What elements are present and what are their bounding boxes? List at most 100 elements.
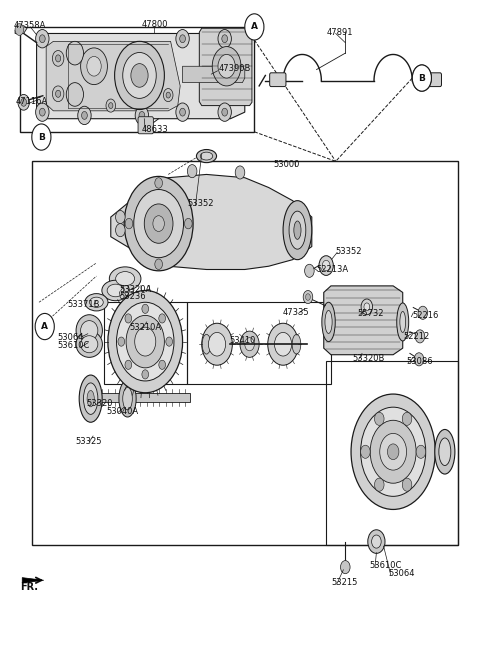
Circle shape bbox=[125, 218, 133, 229]
Polygon shape bbox=[182, 66, 245, 83]
Polygon shape bbox=[15, 26, 27, 34]
Circle shape bbox=[155, 177, 162, 188]
Ellipse shape bbox=[325, 311, 332, 333]
Text: FR.: FR. bbox=[20, 582, 38, 592]
Ellipse shape bbox=[322, 302, 335, 342]
Circle shape bbox=[402, 413, 412, 425]
Circle shape bbox=[35, 313, 54, 340]
Text: 53320B: 53320B bbox=[352, 353, 385, 363]
Text: 47116A: 47116A bbox=[16, 97, 48, 106]
Circle shape bbox=[370, 420, 416, 484]
Circle shape bbox=[418, 306, 428, 319]
Circle shape bbox=[323, 260, 330, 271]
Circle shape bbox=[126, 315, 164, 368]
Circle shape bbox=[134, 189, 183, 258]
Circle shape bbox=[416, 445, 426, 459]
Circle shape bbox=[166, 92, 170, 98]
Circle shape bbox=[52, 51, 64, 66]
Text: 53210A: 53210A bbox=[129, 323, 161, 332]
Text: 47390B: 47390B bbox=[218, 64, 251, 74]
Circle shape bbox=[36, 30, 49, 48]
Circle shape bbox=[159, 314, 166, 323]
Circle shape bbox=[180, 35, 185, 43]
Circle shape bbox=[340, 560, 350, 574]
Text: 47335: 47335 bbox=[283, 307, 310, 317]
Text: 53410: 53410 bbox=[229, 336, 256, 346]
Circle shape bbox=[66, 83, 84, 106]
Circle shape bbox=[139, 112, 145, 120]
Ellipse shape bbox=[283, 200, 312, 260]
Ellipse shape bbox=[400, 311, 406, 332]
Circle shape bbox=[412, 65, 432, 91]
Circle shape bbox=[380, 434, 407, 470]
Circle shape bbox=[268, 323, 299, 365]
Circle shape bbox=[116, 210, 125, 223]
Polygon shape bbox=[22, 578, 44, 583]
Text: 47358A: 47358A bbox=[14, 21, 47, 30]
Circle shape bbox=[118, 337, 125, 346]
Polygon shape bbox=[324, 286, 403, 355]
Circle shape bbox=[415, 330, 425, 343]
Text: 53000: 53000 bbox=[274, 160, 300, 169]
Circle shape bbox=[56, 90, 60, 97]
Bar bbox=[32, 162, 458, 545]
Ellipse shape bbox=[294, 221, 301, 239]
Text: 53352: 53352 bbox=[336, 246, 362, 256]
Ellipse shape bbox=[200, 152, 213, 160]
Circle shape bbox=[123, 53, 156, 99]
Circle shape bbox=[21, 99, 26, 106]
Circle shape bbox=[82, 112, 87, 120]
Circle shape bbox=[361, 299, 372, 315]
Text: 53320A: 53320A bbox=[120, 284, 152, 294]
Circle shape bbox=[374, 478, 384, 491]
Circle shape bbox=[240, 331, 259, 357]
Ellipse shape bbox=[109, 267, 141, 290]
Text: A: A bbox=[251, 22, 258, 32]
Polygon shape bbox=[46, 41, 180, 111]
Circle shape bbox=[360, 407, 426, 496]
Circle shape bbox=[402, 478, 412, 491]
Circle shape bbox=[412, 65, 432, 91]
Ellipse shape bbox=[289, 211, 306, 249]
Circle shape bbox=[212, 47, 241, 86]
Circle shape bbox=[303, 290, 313, 304]
Circle shape bbox=[18, 95, 29, 110]
Text: 53236: 53236 bbox=[120, 292, 146, 301]
Ellipse shape bbox=[123, 388, 132, 410]
Text: 53040A: 53040A bbox=[106, 407, 138, 417]
Circle shape bbox=[351, 394, 435, 509]
Text: 52216: 52216 bbox=[412, 311, 439, 320]
Text: 53064: 53064 bbox=[57, 332, 84, 342]
Circle shape bbox=[360, 445, 370, 459]
Text: 53371B: 53371B bbox=[68, 300, 100, 309]
FancyBboxPatch shape bbox=[270, 73, 286, 87]
Ellipse shape bbox=[90, 297, 103, 307]
Ellipse shape bbox=[76, 315, 102, 346]
Circle shape bbox=[184, 218, 192, 229]
Circle shape bbox=[187, 165, 197, 177]
Circle shape bbox=[245, 14, 264, 40]
Circle shape bbox=[275, 332, 292, 356]
Circle shape bbox=[52, 86, 64, 102]
Circle shape bbox=[218, 103, 231, 122]
Circle shape bbox=[218, 55, 235, 78]
Circle shape bbox=[81, 48, 108, 85]
Ellipse shape bbox=[116, 271, 134, 286]
Bar bbox=[20, 27, 254, 132]
Circle shape bbox=[124, 176, 193, 271]
Circle shape bbox=[135, 327, 156, 356]
Ellipse shape bbox=[81, 336, 98, 353]
Circle shape bbox=[142, 304, 149, 313]
Circle shape bbox=[305, 264, 314, 277]
Text: 48633: 48633 bbox=[142, 125, 168, 134]
Ellipse shape bbox=[202, 334, 211, 354]
Circle shape bbox=[414, 353, 424, 366]
Circle shape bbox=[106, 99, 116, 112]
Ellipse shape bbox=[119, 380, 136, 417]
Text: B: B bbox=[419, 74, 425, 83]
Circle shape bbox=[78, 106, 91, 125]
Ellipse shape bbox=[102, 281, 129, 301]
Text: 53320: 53320 bbox=[87, 399, 113, 409]
Ellipse shape bbox=[79, 375, 102, 422]
Text: 53352: 53352 bbox=[187, 200, 214, 208]
